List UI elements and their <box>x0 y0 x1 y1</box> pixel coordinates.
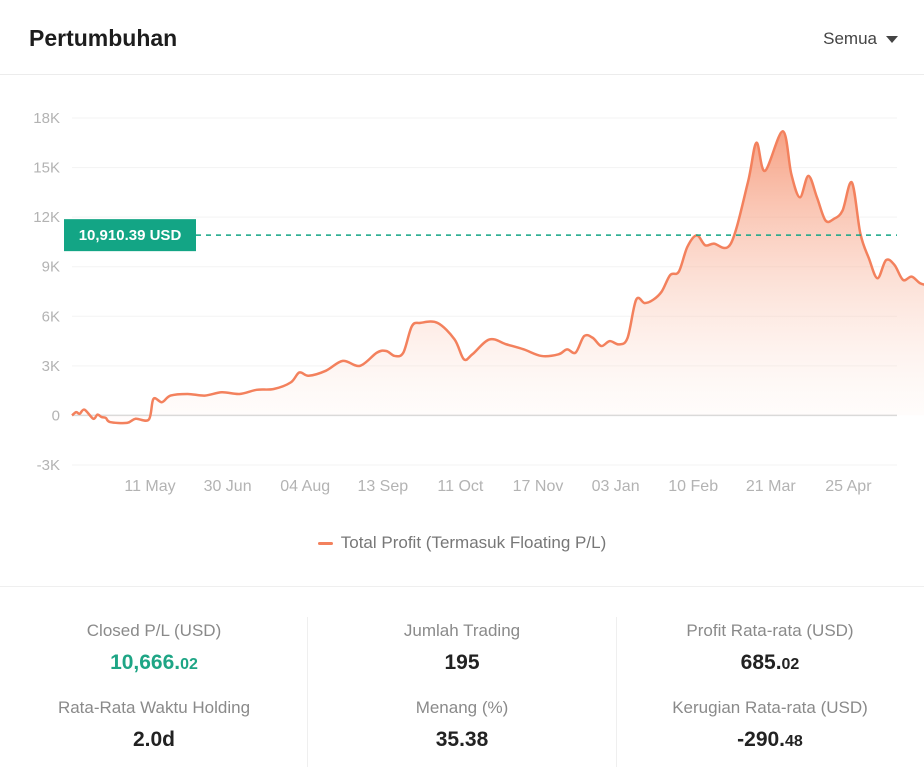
stat-value-dec: 02 <box>180 656 198 673</box>
stat-value-dec: 48 <box>785 733 803 750</box>
current-value-badge <box>64 219 196 252</box>
stat-value-int: 10,666. <box>110 651 181 674</box>
stats-panel: Closed P/L (USD) 10,666.02 Jumlah Tradin… <box>0 586 924 779</box>
stat-profit-avg: Profit Rata-rata (USD) 685.02 <box>616 621 924 675</box>
stat-closed-pl: Closed P/L (USD) 10,666.02 <box>0 621 308 675</box>
stat-loss-avg: Kerugian Rata-rata (USD) -290.48 <box>616 698 924 752</box>
stats-divider <box>307 617 308 767</box>
y-tick-label: -3K <box>37 457 60 474</box>
y-tick-label: 6K <box>42 308 60 325</box>
stat-jumlah-trading: Jumlah Trading 195 <box>308 621 616 675</box>
stat-value: 10,666.02 <box>0 651 308 675</box>
legend-line-swatch <box>317 541 333 545</box>
x-tick-label: 30 Jun <box>204 478 252 495</box>
stat-menang: Menang (%) 35.38 <box>308 698 616 752</box>
x-tick-label: 21 Mar <box>746 478 796 495</box>
stat-label: Rata-Rata Waktu Holding <box>57 698 251 717</box>
stat-label: Closed P/L (USD) <box>86 621 222 640</box>
stat-label: Jumlah Trading <box>403 621 521 640</box>
growth-chart-svg: 18K 15K 12K 9K 6K 3K 0 -3K 11 May 30 Jun 04 Aug 13… <box>33 110 924 495</box>
profit-line <box>71 129 924 425</box>
y-tick-label: 3K <box>42 358 60 375</box>
period-filter-label[interactable]: Semua <box>823 29 877 48</box>
page-title: Pertumbuhan <box>29 25 178 51</box>
stat-label: Kerugian Rata-rata (USD) <box>672 698 868 717</box>
current-value-label: 10,910.39 USD <box>79 227 182 244</box>
x-tick-label: 11 May <box>124 478 175 495</box>
x-tick-label: 11 Oct <box>437 478 484 495</box>
y-tick-label: 15K <box>33 160 60 177</box>
stat-value-int: 685. <box>740 651 782 674</box>
stat-holding-time: Rata-Rata Waktu Holding 2.0d <box>0 698 308 752</box>
stat-value-int: -290. <box>737 728 786 751</box>
y-tick-label: 9K <box>42 259 60 276</box>
stat-value: 2.0d <box>132 728 176 751</box>
y-tick-label: 0 <box>52 407 60 424</box>
period-filter-dropdown[interactable]: Semua <box>823 29 898 49</box>
stat-value-dec: 02 <box>781 656 800 673</box>
stat-label: Menang (%) <box>415 698 509 717</box>
stat-value: 685.02 <box>616 651 924 675</box>
profit-area-fill <box>72 131 924 424</box>
x-tick-label: 03 Jan <box>592 478 640 495</box>
stat-value: 195 <box>444 651 480 674</box>
x-tick-label: 25 Apr <box>825 478 872 495</box>
chart-legend[interactable]: Total Profit (Termasuk Floating P/L) <box>0 533 924 553</box>
stat-label: Profit Rata-rata (USD) <box>686 621 854 640</box>
stat-value: 35.38 <box>435 728 489 751</box>
stats-divider <box>616 617 617 767</box>
x-tick-label: 17 Nov <box>513 478 564 495</box>
y-tick-label: 12K <box>33 209 60 226</box>
x-tick-label: 10 Feb <box>668 478 718 495</box>
x-tick-label: 13 Sep <box>357 478 408 495</box>
x-tick-label: 04 Aug <box>280 478 330 495</box>
caret-down-icon[interactable] <box>886 35 898 43</box>
growth-chart: 18K 15K 12K 9K 6K 3K 0 -3K 11 May 30 Jun 04 Aug 13… <box>0 75 924 585</box>
legend-series-label[interactable]: Total Profit (Termasuk Floating P/L) <box>340 533 607 552</box>
y-tick-label: 18K <box>33 110 60 127</box>
stat-value: -290.48 <box>616 728 924 752</box>
header: Pertumbuhan Semua <box>0 0 924 75</box>
